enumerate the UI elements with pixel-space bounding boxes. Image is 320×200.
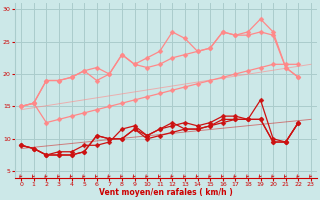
X-axis label: Vent moyen/en rafales ( km/h ): Vent moyen/en rafales ( km/h )	[99, 188, 233, 197]
